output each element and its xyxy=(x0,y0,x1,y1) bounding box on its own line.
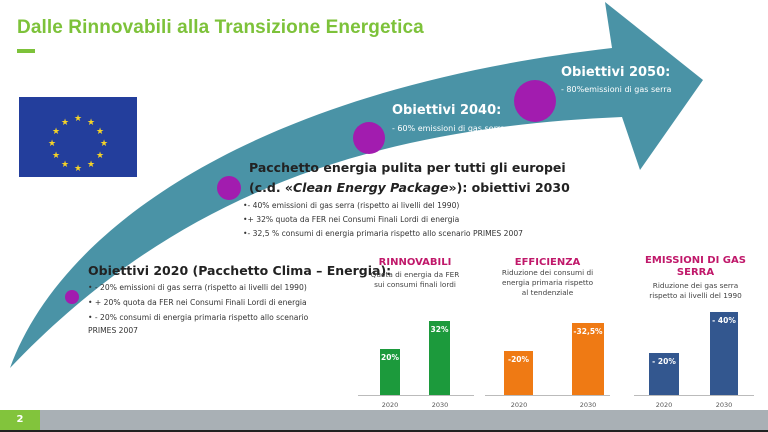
svg-text:★: ★ xyxy=(96,151,104,161)
chart-subtitle: rispetto ai livelli del 1990 xyxy=(649,291,742,300)
chart-subtitle: Quota di energia da FER xyxy=(370,270,460,279)
milestone-dot-2050 xyxy=(514,80,556,122)
page-number: 2 xyxy=(0,410,40,430)
eu-stars-icon: ★ ★ ★ ★ ★ ★ ★ ★ ★ ★ ★ ★ xyxy=(48,114,108,174)
svg-text:★: ★ xyxy=(74,114,82,124)
milestone-dot-2020 xyxy=(65,290,79,304)
milestone-2050-heading: Obiettivi 2050: xyxy=(561,65,671,80)
milestone-2020-line: • - 20% emissioni di gas serra (rispetto… xyxy=(88,283,307,292)
milestone-2030-line: •- 32,5 % consumi di energia primaria ri… xyxy=(243,229,523,238)
chart-title: EFFICIENZA xyxy=(514,257,581,268)
chart-subtitle: energia primaria rispetto xyxy=(501,278,594,287)
milestone-2030-line: •+ 32% quota da FER nei Consumi Finali L… xyxy=(243,215,460,224)
bar-2020: -20% xyxy=(504,351,533,395)
bar-2030: - 40% xyxy=(710,312,738,395)
svg-text:★: ★ xyxy=(96,127,104,137)
svg-text:★: ★ xyxy=(87,160,95,170)
chart-title: SERRA xyxy=(676,267,715,278)
chart-emissioni: EMISSIONI DI GAS SERRA Riduzione dei gas… xyxy=(628,255,763,409)
bar-2030: -32,5% xyxy=(572,323,604,395)
milestone-2020-line: • - 20% consumi di energia primaria risp… xyxy=(88,313,309,322)
svg-text:★: ★ xyxy=(52,151,60,161)
chart-subtitle: Riduzione dei gas serra xyxy=(652,281,739,290)
chart-subtitle: sui consumi finali lordi xyxy=(374,280,456,289)
svg-text:★: ★ xyxy=(48,139,56,149)
milestone-2020-line: PRIMES 2007 xyxy=(88,326,139,335)
chart-title: EMISSIONI DI GAS xyxy=(645,255,746,266)
svg-text:★: ★ xyxy=(52,127,60,137)
slide-title: Dalle Rinnovabili alla Transizione Energ… xyxy=(17,17,424,38)
bar-2030: 32% xyxy=(429,321,450,395)
chart-title: RINNOVABILI xyxy=(378,257,452,268)
eu-flag: ★ ★ ★ ★ ★ ★ ★ ★ ★ ★ ★ ★ xyxy=(19,97,137,177)
svg-text:★: ★ xyxy=(61,118,69,128)
chart-efficienza: EFFICIENZA Riduzione dei consumi di ener… xyxy=(485,255,610,409)
milestone-2030-heading-2: (c.d. «Clean Energy Package»): obiettivi… xyxy=(249,180,570,195)
title-underline xyxy=(17,49,35,53)
milestone-dot-2040 xyxy=(353,122,385,154)
slide-footer: 2 xyxy=(0,410,768,430)
milestone-2030-line: •- 40% emissioni di gas serra (rispetto … xyxy=(243,201,460,210)
milestone-dot-2030 xyxy=(217,176,241,200)
milestone-2040-text: - 60% emissioni di gas serra xyxy=(392,124,505,133)
milestone-2040-heading: Obiettivi 2040: xyxy=(392,103,502,118)
chart-rinnovabili: RINNOVABILI Quota di energia da FER sui … xyxy=(355,255,475,409)
chart-subtitle: al tendenziale xyxy=(521,288,574,297)
milestone-2020-heading: Obiettivi 2020 (Pacchetto Clima – Energi… xyxy=(88,263,392,278)
svg-text:★: ★ xyxy=(100,139,108,149)
bar-2020: - 20% xyxy=(649,353,679,395)
bar-2020: 20% xyxy=(380,349,400,395)
svg-text:★: ★ xyxy=(74,164,82,174)
milestone-2050-text: - 80%emissioni di gas serra xyxy=(561,85,672,94)
svg-text:★: ★ xyxy=(61,160,69,170)
chart-subtitle: Riduzione dei consumi di xyxy=(501,268,594,277)
footer-edge xyxy=(0,430,768,432)
svg-text:★: ★ xyxy=(87,118,95,128)
milestone-2020-line: • + 20% quota da FER nei Consumi Finali … xyxy=(88,298,307,307)
milestone-2030-heading-1: Pacchetto energia pulita per tutti gli e… xyxy=(249,160,566,175)
